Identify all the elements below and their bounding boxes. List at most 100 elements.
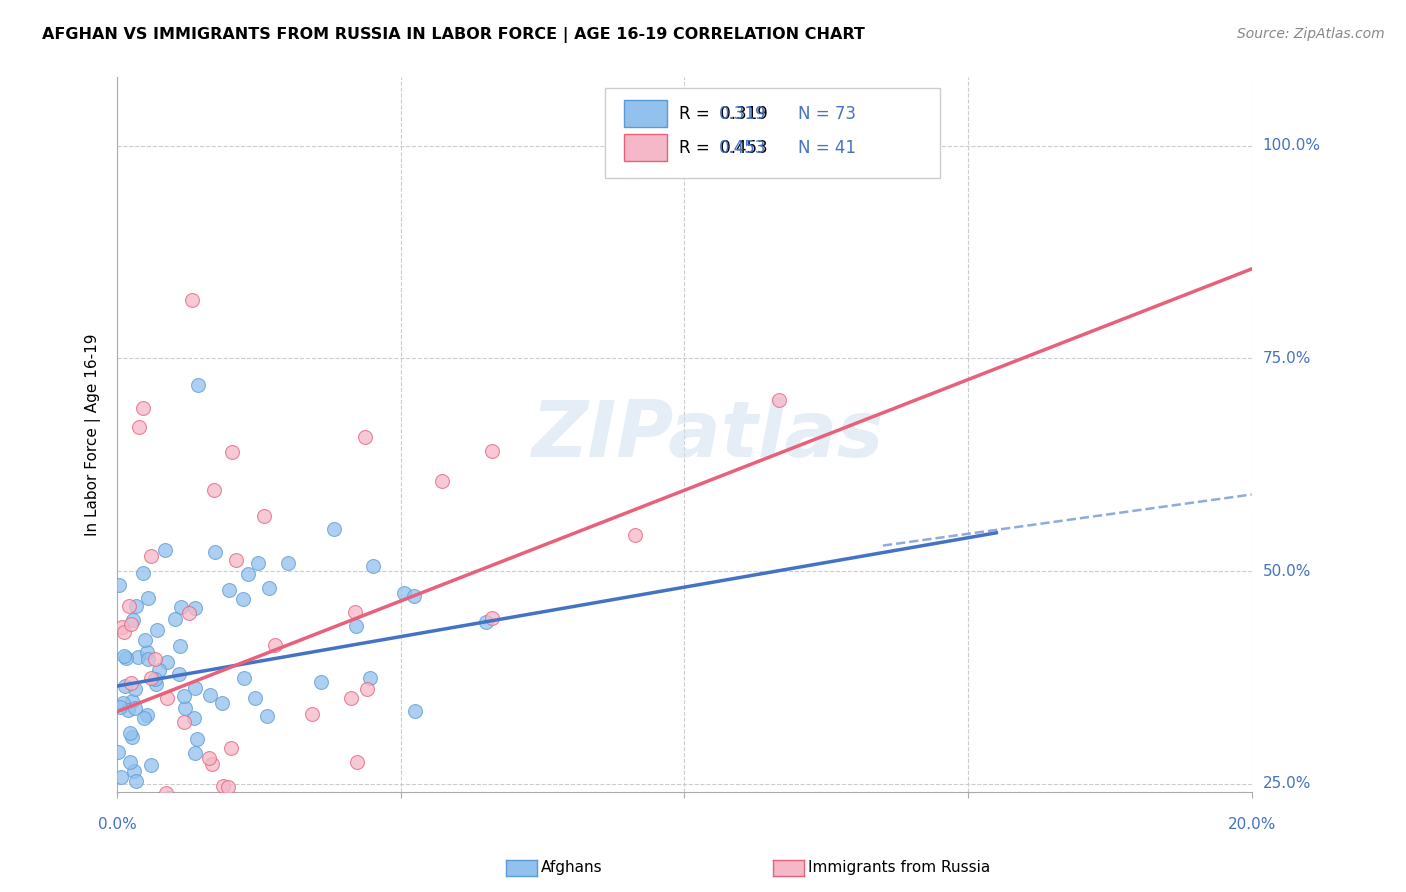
Text: 75.0%: 75.0% <box>1263 351 1310 366</box>
Point <box>359 671 381 685</box>
Point <box>136 651 159 665</box>
Point <box>143 652 166 666</box>
Point <box>118 599 141 614</box>
Y-axis label: In Labor Force | Age 16-19: In Labor Force | Age 16-19 <box>86 334 101 536</box>
Point <box>112 625 135 640</box>
Point <box>186 732 208 747</box>
Point <box>127 650 149 665</box>
Text: Immigrants from Russia: Immigrants from Russia <box>808 861 991 875</box>
Point <box>264 638 287 652</box>
Point <box>198 751 221 765</box>
Point <box>112 648 135 663</box>
Point <box>211 780 233 794</box>
Point <box>114 679 136 693</box>
Point <box>110 805 132 820</box>
Point <box>315 812 337 826</box>
Point <box>202 483 225 497</box>
Point <box>218 583 240 598</box>
Text: 0.0%: 0.0% <box>98 817 136 832</box>
Point <box>121 694 143 708</box>
Text: Afghans: Afghans <box>541 861 603 875</box>
Point <box>404 704 426 718</box>
Point <box>139 757 162 772</box>
Point <box>481 611 503 625</box>
Point <box>298 818 321 832</box>
Point <box>124 682 146 697</box>
Point <box>134 711 156 725</box>
Point <box>224 553 246 567</box>
Point <box>128 420 150 434</box>
Point <box>201 757 224 772</box>
Text: 0.453: 0.453 <box>718 138 766 156</box>
Point <box>145 677 167 691</box>
Point <box>259 582 281 596</box>
Point <box>156 690 179 705</box>
Point <box>142 822 165 836</box>
Text: 0.319: 0.319 <box>718 105 766 123</box>
Point <box>135 707 157 722</box>
Point <box>277 556 299 570</box>
Point <box>143 672 166 686</box>
Point <box>623 527 645 541</box>
Point <box>110 700 132 714</box>
Text: ZIPatlas: ZIPatlas <box>531 397 883 473</box>
Point <box>177 607 200 621</box>
Point <box>243 690 266 705</box>
Point <box>181 293 204 308</box>
Point <box>157 790 180 805</box>
Point <box>138 862 160 876</box>
Text: N = 41: N = 41 <box>797 138 856 156</box>
Point <box>232 591 254 606</box>
Point <box>167 666 190 681</box>
Point <box>198 688 221 702</box>
Point <box>344 619 367 633</box>
Text: 25.0%: 25.0% <box>1263 776 1310 791</box>
Point <box>139 671 162 685</box>
Point <box>169 600 191 615</box>
Point <box>430 474 453 488</box>
Point <box>768 392 790 407</box>
Point <box>125 599 148 613</box>
Point <box>111 620 134 634</box>
Point <box>121 730 143 744</box>
Point <box>340 691 363 706</box>
Point <box>120 617 142 632</box>
Text: 100.0%: 100.0% <box>1263 138 1320 153</box>
Point <box>136 591 159 605</box>
Point <box>204 545 226 559</box>
Point <box>110 770 132 784</box>
Point <box>118 755 141 769</box>
Point <box>481 443 503 458</box>
Point <box>111 696 134 710</box>
Point <box>117 703 139 717</box>
Point <box>115 650 138 665</box>
Point <box>323 522 346 536</box>
Point <box>246 556 269 570</box>
Point <box>156 656 179 670</box>
Point <box>107 835 129 849</box>
Point <box>183 711 205 725</box>
Text: Source: ZipAtlas.com: Source: ZipAtlas.com <box>1237 27 1385 41</box>
Point <box>120 676 142 690</box>
Point <box>155 543 177 558</box>
Point <box>125 773 148 788</box>
Point <box>120 725 142 739</box>
Point <box>221 445 243 459</box>
Point <box>108 578 131 592</box>
FancyBboxPatch shape <box>605 88 939 178</box>
Point <box>122 613 145 627</box>
Point <box>173 714 195 729</box>
Point <box>363 558 385 573</box>
Point <box>301 706 323 721</box>
Text: 50.0%: 50.0% <box>1263 564 1310 579</box>
Point <box>392 586 415 600</box>
Point <box>404 589 426 603</box>
Point <box>107 745 129 759</box>
Point <box>135 645 157 659</box>
Point <box>233 671 256 685</box>
Point <box>253 509 276 524</box>
Point <box>217 780 239 794</box>
Point <box>219 741 242 756</box>
Point <box>346 755 368 769</box>
Point <box>146 623 169 637</box>
